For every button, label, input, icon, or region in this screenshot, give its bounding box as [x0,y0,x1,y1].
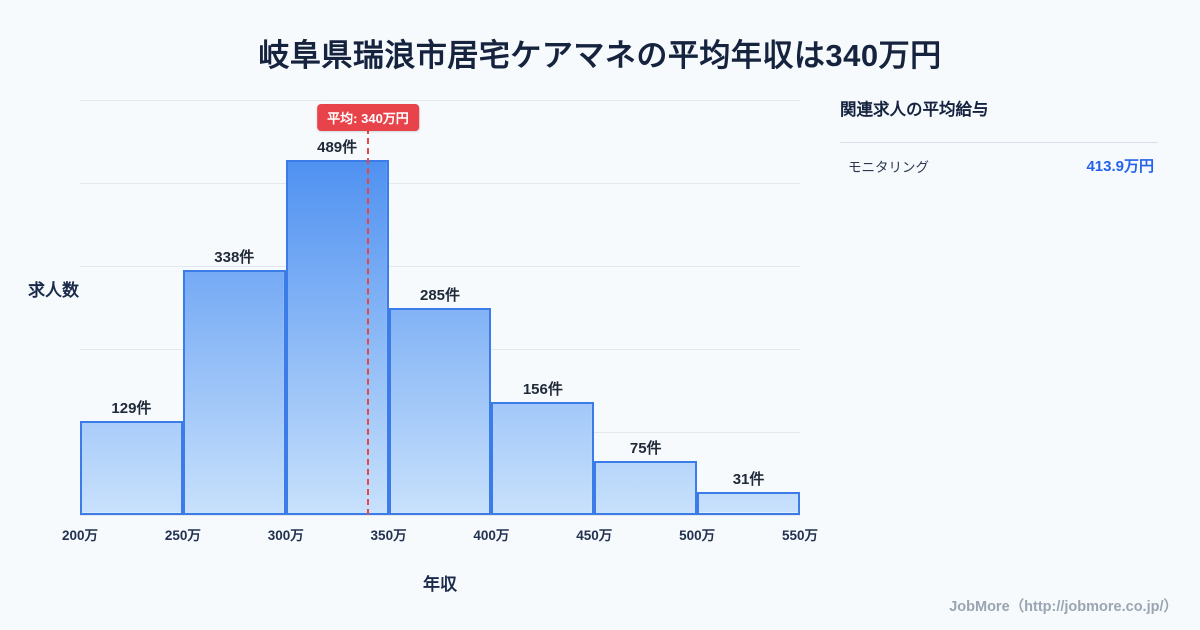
x-tick-label: 400万 [473,528,510,543]
bar [594,460,698,515]
x-tick-label: 550万 [781,528,819,543]
y-axis-label: 求人数 [28,281,79,300]
average-badge: 平均: 340万円 [317,104,419,131]
x-tick-label: 350万 [370,528,407,543]
bar [80,421,183,515]
x-tick-label: 250万 [164,528,201,543]
average-line [367,118,369,515]
gridline [80,515,800,516]
bar [285,160,389,515]
related-job-value: 413.9万円 [1086,158,1154,175]
credit-text: JobMore（http://jobmore.co.jp/） [949,599,1178,615]
gridline [80,183,800,184]
bar [697,492,800,515]
bar-value-label: 31件 [732,471,765,489]
bar-value-label: 489件 [317,139,358,156]
x-tick-label: 200万 [61,528,99,543]
x-tick-label: 450万 [576,528,613,543]
x-tick-label: 500万 [679,528,716,543]
bar-value-label: 156件 [522,380,563,398]
bar-value-label: 129件 [111,400,152,418]
related-jobs-panel: 関連求人の平均給与 モニタリング 413.9万円 [840,96,1158,176]
related-job-row: モニタリング 413.9万円 [840,142,1158,176]
bar-value-label: 75件 [629,439,662,457]
bar-value-label: 285件 [419,287,461,305]
gridline [80,100,800,101]
page-title: 岐阜県瑞浪市居宅ケアマネの平均年収は340万円 [258,38,942,73]
x-tick-label: 300万 [267,528,304,543]
bar [388,308,492,515]
panel-heading: 関連求人の平均給与 [840,101,989,119]
bar-value-label: 338件 [214,248,255,266]
gridline [80,266,800,267]
bar [491,401,595,515]
x-axis-label: 年収 [423,575,457,594]
related-job-label: モニタリング [848,159,929,175]
bar [182,269,286,515]
